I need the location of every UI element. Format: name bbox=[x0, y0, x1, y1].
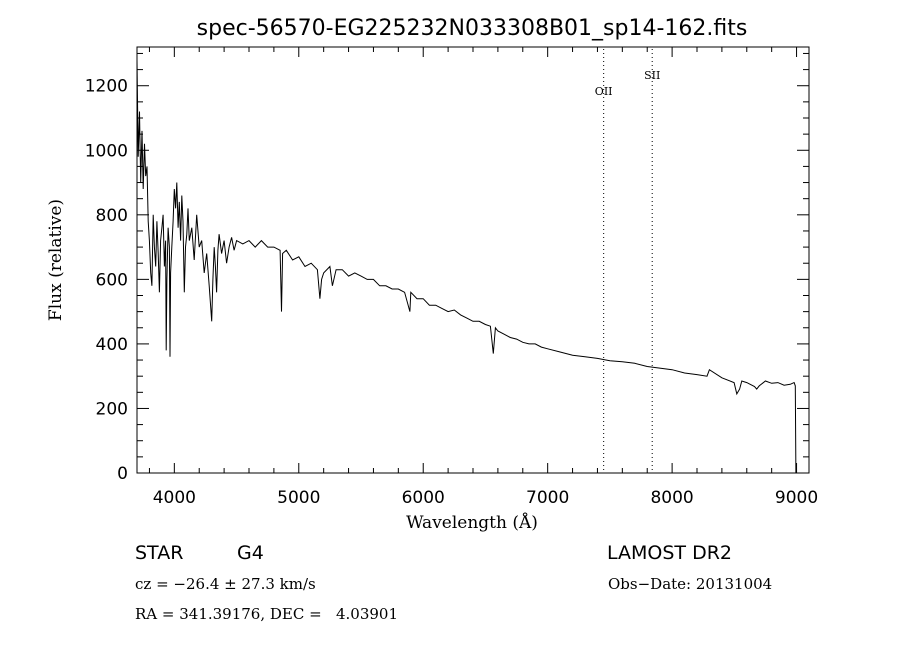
survey-name: LAMOST DR2 bbox=[607, 542, 732, 564]
object-type: STAR bbox=[135, 542, 184, 564]
x-tick-label: 9000 bbox=[775, 488, 818, 508]
observation-date: Obs−Date: 20131004 bbox=[608, 575, 773, 593]
x-tick-label: 7000 bbox=[526, 488, 569, 508]
y-tick-label: 600 bbox=[96, 270, 128, 290]
y-tick-label: 400 bbox=[96, 335, 128, 355]
chart-title: spec-56570-EG225232N033308B01_sp14-162.f… bbox=[197, 16, 748, 41]
y-tick-label: 1200 bbox=[85, 77, 128, 97]
annotation-label: OII bbox=[595, 85, 613, 98]
y-tick-label: 800 bbox=[96, 206, 128, 226]
line-annotations: OII SII bbox=[595, 49, 660, 471]
x-tick-label: 4000 bbox=[153, 488, 196, 508]
annotation-label: SII bbox=[644, 69, 660, 82]
spectrum-chart: spec-56570-EG225232N033308B01_sp14-162.f… bbox=[46, 16, 818, 533]
x-tick-label: 5000 bbox=[277, 488, 320, 508]
x-tick-label: 6000 bbox=[402, 488, 445, 508]
spectrum-line bbox=[136, 59, 797, 474]
axis-ticks bbox=[137, 47, 809, 474]
plot-frame bbox=[136, 46, 810, 474]
x-axis-label: Wavelength (Å) bbox=[406, 512, 538, 533]
redshift-cz: cz = −26.4 ± 27.3 km/s bbox=[135, 575, 316, 593]
y-axis-label: Flux (relative) bbox=[46, 199, 66, 321]
object-subclass: G4 bbox=[237, 542, 264, 564]
x-tick-labels: 4000 5000 6000 7000 8000 9000 bbox=[153, 488, 818, 508]
coordinates: RA = 341.39176, DEC = 4.03901 bbox=[135, 605, 399, 623]
y-tick-label: 0 bbox=[117, 464, 128, 484]
y-tick-label: 1000 bbox=[85, 141, 128, 161]
y-tick-label: 200 bbox=[96, 399, 128, 419]
x-tick-label: 8000 bbox=[650, 488, 693, 508]
y-tick-labels: 0 200 400 600 800 1000 1200 bbox=[85, 77, 128, 484]
